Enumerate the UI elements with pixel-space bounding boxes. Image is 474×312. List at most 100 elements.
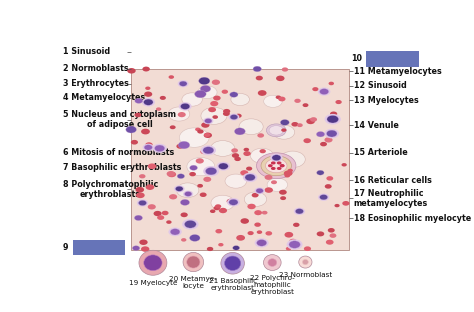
Ellipse shape [264, 255, 281, 271]
Circle shape [328, 228, 335, 232]
Circle shape [277, 167, 282, 170]
Ellipse shape [221, 252, 245, 274]
Text: 14 Venule: 14 Venule [354, 121, 399, 129]
Circle shape [319, 89, 328, 95]
Circle shape [210, 141, 235, 156]
Circle shape [203, 166, 219, 176]
Circle shape [267, 178, 288, 192]
Circle shape [170, 229, 180, 235]
Circle shape [230, 115, 238, 119]
Circle shape [223, 111, 230, 116]
Circle shape [207, 247, 213, 251]
Ellipse shape [299, 256, 312, 268]
Circle shape [208, 107, 216, 112]
Circle shape [302, 103, 309, 107]
Circle shape [327, 176, 333, 181]
Circle shape [235, 114, 242, 118]
Circle shape [180, 199, 190, 205]
Circle shape [234, 157, 241, 161]
Circle shape [281, 119, 289, 125]
Circle shape [198, 86, 217, 99]
Circle shape [157, 215, 164, 220]
Bar [365, 51, 419, 67]
Circle shape [236, 235, 245, 241]
Circle shape [289, 239, 297, 244]
Circle shape [257, 230, 262, 234]
Circle shape [287, 239, 302, 250]
Ellipse shape [225, 256, 241, 271]
Circle shape [279, 190, 287, 195]
Text: 13 Myelocytes: 13 Myelocytes [354, 96, 419, 105]
Circle shape [135, 113, 141, 117]
Circle shape [225, 174, 246, 188]
Circle shape [162, 211, 169, 215]
Circle shape [273, 125, 295, 139]
Circle shape [280, 151, 305, 168]
Circle shape [250, 148, 273, 163]
Circle shape [233, 246, 239, 250]
Circle shape [201, 107, 227, 124]
Circle shape [178, 80, 189, 87]
Circle shape [135, 98, 143, 103]
Circle shape [261, 156, 292, 176]
Circle shape [136, 193, 145, 198]
Circle shape [245, 174, 255, 181]
Circle shape [247, 204, 256, 209]
Circle shape [275, 95, 281, 99]
Ellipse shape [144, 255, 162, 271]
Circle shape [318, 87, 330, 96]
Circle shape [235, 128, 245, 135]
Circle shape [231, 93, 249, 105]
Circle shape [204, 133, 210, 137]
Circle shape [329, 233, 337, 238]
Circle shape [281, 129, 286, 132]
Circle shape [210, 209, 216, 213]
Circle shape [243, 173, 257, 182]
Circle shape [257, 133, 264, 138]
Circle shape [342, 201, 349, 206]
Circle shape [181, 103, 190, 110]
Circle shape [284, 174, 290, 178]
Circle shape [212, 115, 218, 119]
Circle shape [336, 100, 342, 104]
Circle shape [144, 99, 153, 105]
Circle shape [293, 223, 300, 227]
Circle shape [178, 112, 186, 117]
Circle shape [271, 180, 277, 184]
Circle shape [182, 93, 202, 106]
Circle shape [222, 90, 228, 94]
Circle shape [205, 168, 217, 175]
Circle shape [201, 122, 210, 128]
Circle shape [316, 132, 325, 137]
Circle shape [325, 114, 341, 124]
Circle shape [176, 144, 184, 149]
Text: 11 Metamyelocytes: 11 Metamyelocytes [354, 66, 442, 76]
Circle shape [137, 199, 148, 207]
Circle shape [259, 149, 266, 153]
Text: 15 Arteriole: 15 Arteriole [354, 148, 408, 157]
Circle shape [304, 246, 311, 251]
Circle shape [166, 220, 172, 224]
Text: 23 Normoblast: 23 Normoblast [279, 272, 332, 278]
Circle shape [145, 142, 153, 147]
Circle shape [240, 218, 249, 224]
Circle shape [144, 91, 152, 97]
Circle shape [201, 149, 208, 154]
Ellipse shape [187, 256, 200, 268]
Circle shape [306, 119, 315, 124]
Circle shape [269, 126, 283, 135]
Circle shape [144, 145, 152, 150]
Circle shape [325, 137, 333, 143]
Circle shape [240, 170, 248, 175]
Circle shape [244, 148, 249, 151]
Circle shape [196, 158, 204, 163]
Text: 18 Eosinophilic myelocyte: 18 Eosinophilic myelocyte [354, 214, 471, 222]
Circle shape [276, 76, 284, 81]
Circle shape [134, 215, 143, 221]
Circle shape [265, 231, 272, 236]
Circle shape [205, 119, 212, 123]
Circle shape [255, 76, 263, 80]
Circle shape [218, 243, 224, 246]
Circle shape [210, 101, 219, 106]
Circle shape [277, 161, 282, 164]
